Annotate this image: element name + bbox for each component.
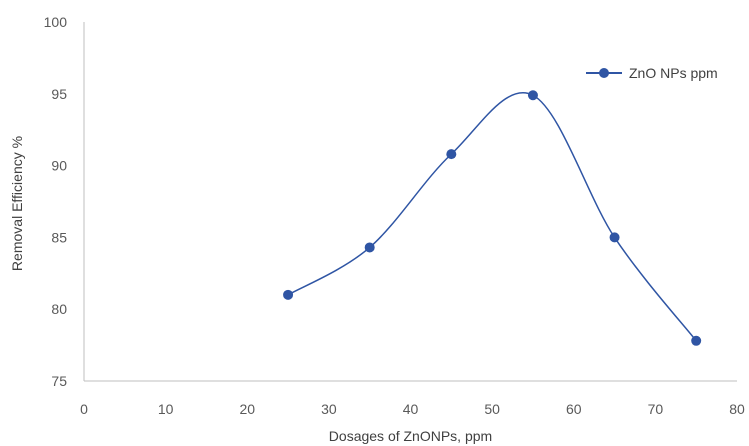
y-tick-label: 75 [51,373,67,389]
data-point [283,289,294,300]
y-tick-labels: 75 80 85 90 95 100 [44,14,68,389]
x-tick-label: 20 [239,401,255,417]
data-point [527,90,538,101]
x-tick-label: 30 [321,401,337,417]
data-point [691,335,702,346]
series-layer [283,90,702,346]
y-tick-label: 100 [44,14,68,30]
x-tick-labels: 0 10 20 30 40 50 60 70 80 [80,401,745,417]
x-tick-label: 0 [80,401,88,417]
x-tick-label: 70 [648,401,664,417]
data-point [364,242,375,253]
legend: ZnO NPs ppm [586,65,718,81]
y-tick-label: 90 [51,158,67,174]
data-point [609,232,620,243]
y-axis-title: Removal Efficiency % [9,136,25,271]
x-axis-title: Dosages of ZnONPs, ppm [329,428,492,444]
series-line [287,92,697,342]
x-tick-label: 50 [484,401,500,417]
data-point [446,149,457,160]
axes [83,22,737,382]
x-tick-label: 80 [729,401,745,417]
x-tick-label: 60 [566,401,582,417]
x-tick-label: 10 [158,401,174,417]
y-tick-label: 95 [51,86,67,102]
legend-marker [599,68,609,78]
legend-label: ZnO NPs ppm [629,65,718,81]
y-tick-label: 80 [51,301,67,317]
x-tick-label: 40 [403,401,419,417]
y-tick-label: 85 [51,229,67,245]
